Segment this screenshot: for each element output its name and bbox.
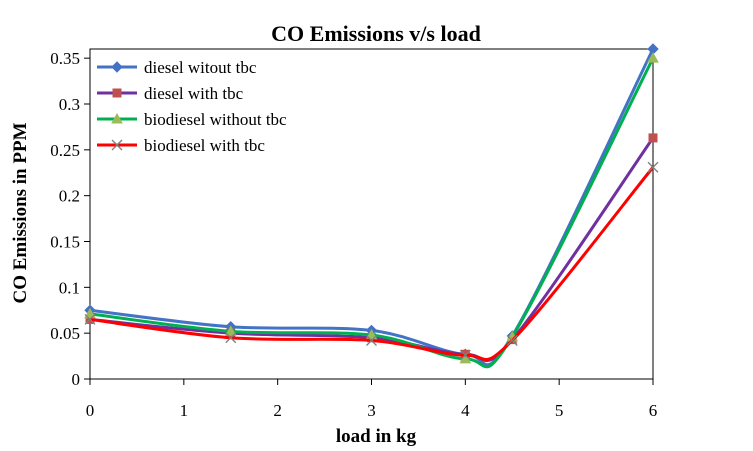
data-point: [459, 349, 471, 361]
y-tick-label: 0.2: [59, 187, 80, 206]
x-marker-stroke: [647, 161, 659, 173]
chart-title: CO Emissions v/s load: [271, 21, 481, 46]
x-axis-label: load in kg: [336, 426, 417, 447]
legend-item-4: biodiesel with tbc: [97, 136, 265, 155]
x-marker-stroke: [459, 349, 471, 361]
series-line: [89, 166, 655, 362]
x-tick-label: 3: [367, 401, 376, 420]
y-tick-label: 0.35: [50, 49, 80, 68]
legend-label: biodiesel with tbc: [144, 136, 265, 155]
y-tick-label: 0: [72, 370, 81, 389]
legend-marker: [111, 61, 123, 73]
data-point: [647, 52, 659, 63]
data-point: [647, 161, 659, 173]
y-tick-label: 0.15: [50, 233, 80, 252]
x-tick-label: 2: [273, 401, 282, 420]
legend-label: diesel witout tbc: [144, 58, 257, 77]
y-tick-label: 0.05: [50, 324, 80, 343]
x-tick-label: 6: [649, 401, 658, 420]
x-marker-stroke: [506, 335, 518, 346]
x-tick-label: 1: [180, 401, 189, 420]
data-point: [366, 335, 377, 346]
x-marker-stroke: [84, 313, 96, 325]
x-marker-stroke: [225, 332, 237, 344]
y-tick-label: 0.3: [59, 95, 80, 114]
legend: diesel witout tbc diesel with tbc biodiese…: [97, 58, 287, 155]
legend-marker: [111, 112, 123, 124]
axes: 0 0.05 0.1 0.15 0.2 0.25 0.3 0.35 0 1 2 3 4 5 6: [50, 48, 658, 420]
x-tick-label: 4: [461, 401, 470, 420]
series-line: [89, 57, 655, 369]
data-point: [84, 313, 96, 325]
legend-marker: [111, 139, 123, 151]
series-4: [84, 161, 659, 362]
legend-label: diesel with tbc: [144, 84, 244, 103]
legend-item-2: diesel with tbc: [97, 84, 244, 103]
data-point: [225, 332, 237, 344]
data-point: [506, 335, 518, 346]
y-tick-label: 0.25: [50, 141, 80, 160]
legend-item-3: biodiesel without tbc: [97, 110, 287, 129]
data-point: [84, 307, 96, 319]
x-tick-label: 0: [86, 401, 95, 420]
legend-label: biodiesel without tbc: [144, 110, 287, 129]
x-marker-stroke: [366, 335, 377, 346]
data-point: [648, 133, 658, 143]
legend-marker: [112, 88, 122, 98]
legend-item-1: diesel witout tbc: [97, 58, 257, 77]
x-tick-label: 5: [555, 401, 564, 420]
y-axis-label: CO Emissions in PPM: [10, 122, 31, 303]
x-marker-stroke: [111, 139, 123, 151]
y-tick-label: 0.1: [59, 278, 80, 297]
data-point: [224, 325, 237, 336]
series-layer: [84, 43, 659, 369]
